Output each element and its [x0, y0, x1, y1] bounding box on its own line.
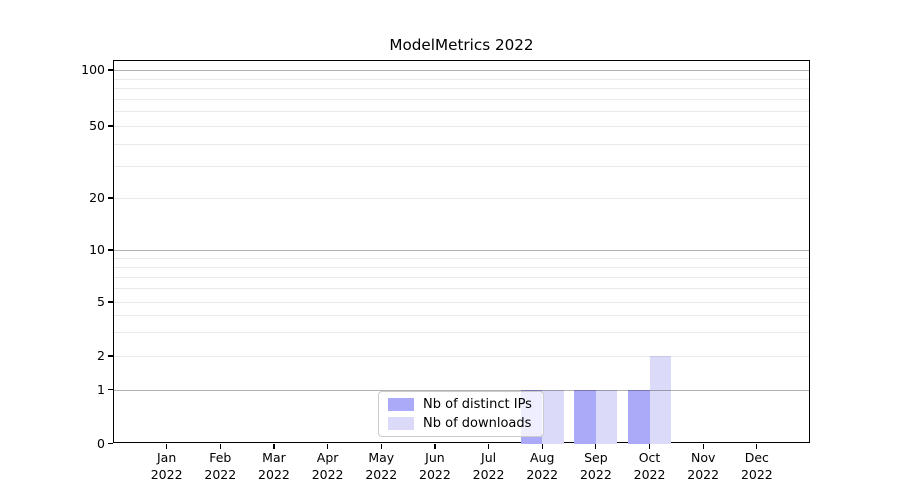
x-tick-dec-2022 [756, 444, 758, 449]
legend-item-distinct-ips: Nb of distinct IPs [388, 397, 537, 412]
y-tick-label-2: 2 [97, 348, 105, 363]
x-tick-label-line: 2022 [365, 466, 398, 482]
x-tick-label-jul-2022: Jul 2022 [461, 450, 517, 483]
x-tick-label-line: Apr [316, 450, 339, 465]
x-tick-jan-2022 [166, 444, 168, 449]
y-tick-label-20: 20 [89, 190, 105, 205]
x-tick-label-feb-2022: Feb 2022 [192, 450, 248, 483]
bar-nb-of-downloads-aug-2022 [542, 389, 564, 444]
y-tick-label-5: 5 [97, 294, 105, 309]
minor-gridline-6 [114, 288, 809, 290]
minor-gridline-9 [114, 257, 809, 259]
legend: Nb of distinct IPs Nb of downloads [378, 391, 544, 437]
major-gridline-10 [114, 250, 809, 251]
x-tick-aug-2022 [541, 444, 543, 449]
minor-gridline-80 [114, 88, 809, 90]
minor-gridline-3 [114, 332, 809, 334]
x-tick-jul-2022 [487, 444, 490, 449]
x-tick-label-line: Feb [209, 450, 232, 465]
y-tick-100 [108, 69, 113, 71]
x-tick-label-line: 2022 [526, 466, 559, 482]
minor-gridline-4 [114, 315, 809, 317]
x-tick-label-jun-2022: Jun 2022 [407, 450, 463, 483]
legend-swatch-distinct-ips-icon [388, 398, 414, 412]
minor-gridline-60 [114, 111, 809, 113]
bar-nb-of-downloads-oct-2022 [649, 356, 672, 444]
x-tick-label-line: Mar [262, 450, 286, 465]
x-tick-label-line: 2022 [579, 466, 612, 482]
minor-gridline-70 [114, 98, 809, 100]
x-tick-feb-2022 [219, 444, 221, 449]
x-tick-label-sep-2022: Sep 2022 [568, 450, 624, 483]
x-tick-label-line: 2022 [311, 466, 344, 482]
x-tick-label-oct-2022: Oct 2022 [622, 450, 678, 483]
x-tick-label-line: May [368, 450, 395, 465]
x-tick-label-line: 2022 [633, 466, 666, 482]
minor-gridline-30 [114, 166, 809, 168]
y-tick-0 [108, 442, 113, 445]
minor-gridline-7 [114, 276, 809, 278]
plot-area [113, 60, 810, 443]
minor-gridline-50 [114, 126, 809, 127]
chart-title: ModelMetrics 2022 [389, 36, 534, 54]
x-tick-label-line: 2022 [740, 466, 773, 482]
y-tick-1 [108, 388, 113, 391]
x-tick-may-2022 [380, 444, 382, 449]
legend-item-downloads: Nb of downloads [388, 416, 537, 431]
bar-nb-of-distinct-ips-oct-2022 [628, 389, 650, 444]
x-tick-label-dec-2022: Dec 2022 [729, 450, 785, 483]
minor-gridline-40 [114, 143, 809, 145]
minor-gridline-8 [114, 266, 809, 268]
minor-gridline-20 [114, 198, 809, 199]
y-tick-label-50: 50 [89, 118, 105, 133]
y-tick-2 [108, 355, 113, 357]
x-tick-label-line: Aug [530, 450, 555, 465]
x-tick-oct-2022 [648, 444, 651, 449]
y-tick-label-1: 1 [97, 381, 105, 397]
minor-gridline-2 [114, 356, 809, 357]
legend-label-downloads: Nb of downloads [423, 415, 532, 431]
y-tick-label-0: 0 [97, 435, 105, 451]
x-tick-label-mar-2022: Mar 2022 [246, 450, 302, 483]
x-tick-label-jan-2022: Jan 2022 [139, 450, 195, 483]
y-tick-label-10: 10 [89, 242, 105, 257]
y-tick-10 [108, 249, 113, 251]
legend-label-distinct-ips: Nb of distinct IPs [423, 397, 532, 413]
y-tick-label-100: 100 [81, 62, 105, 77]
x-tick-label-line: Dec [744, 450, 769, 465]
y-tick-5 [108, 301, 113, 303]
x-tick-jun-2022 [434, 444, 436, 449]
x-tick-label-apr-2022: Apr 2022 [300, 450, 356, 483]
x-tick-label-line: 2022 [687, 466, 720, 482]
major-gridline-1 [114, 389, 809, 391]
x-tick-label-line: Sep [584, 450, 608, 465]
bar-nb-of-distinct-ips-sep-2022 [574, 389, 596, 444]
x-tick-label-line: 2022 [258, 466, 290, 482]
x-tick-label-may-2022: May 2022 [353, 450, 409, 483]
y-tick-20 [108, 197, 113, 199]
x-tick-label-line: Jul [481, 450, 497, 465]
x-tick-label-nov-2022: Nov 2022 [675, 450, 731, 483]
minor-gridline-5 [114, 302, 809, 303]
x-tick-label-line: Jun [425, 450, 445, 465]
minor-gridline-90 [114, 78, 809, 80]
x-tick-label-line: 2022 [472, 466, 505, 482]
x-tick-nov-2022 [702, 444, 704, 449]
bar-nb-of-downloads-sep-2022 [595, 389, 618, 444]
x-tick-mar-2022 [273, 444, 275, 449]
x-tick-label-line: 2022 [419, 466, 451, 482]
x-tick-sep-2022 [595, 444, 597, 449]
x-tick-label-aug-2022: Aug 2022 [514, 450, 570, 483]
x-tick-label-line: Nov [690, 450, 716, 465]
y-tick-50 [108, 125, 113, 127]
x-tick-label-line: 2022 [150, 466, 183, 482]
x-tick-label-line: 2022 [204, 466, 237, 482]
x-tick-apr-2022 [327, 444, 329, 449]
x-tick-label-line: Oct [638, 450, 661, 465]
major-gridline-100 [114, 70, 809, 71]
x-tick-label-line: Jan [157, 450, 177, 465]
legend-swatch-downloads-icon [388, 416, 414, 430]
